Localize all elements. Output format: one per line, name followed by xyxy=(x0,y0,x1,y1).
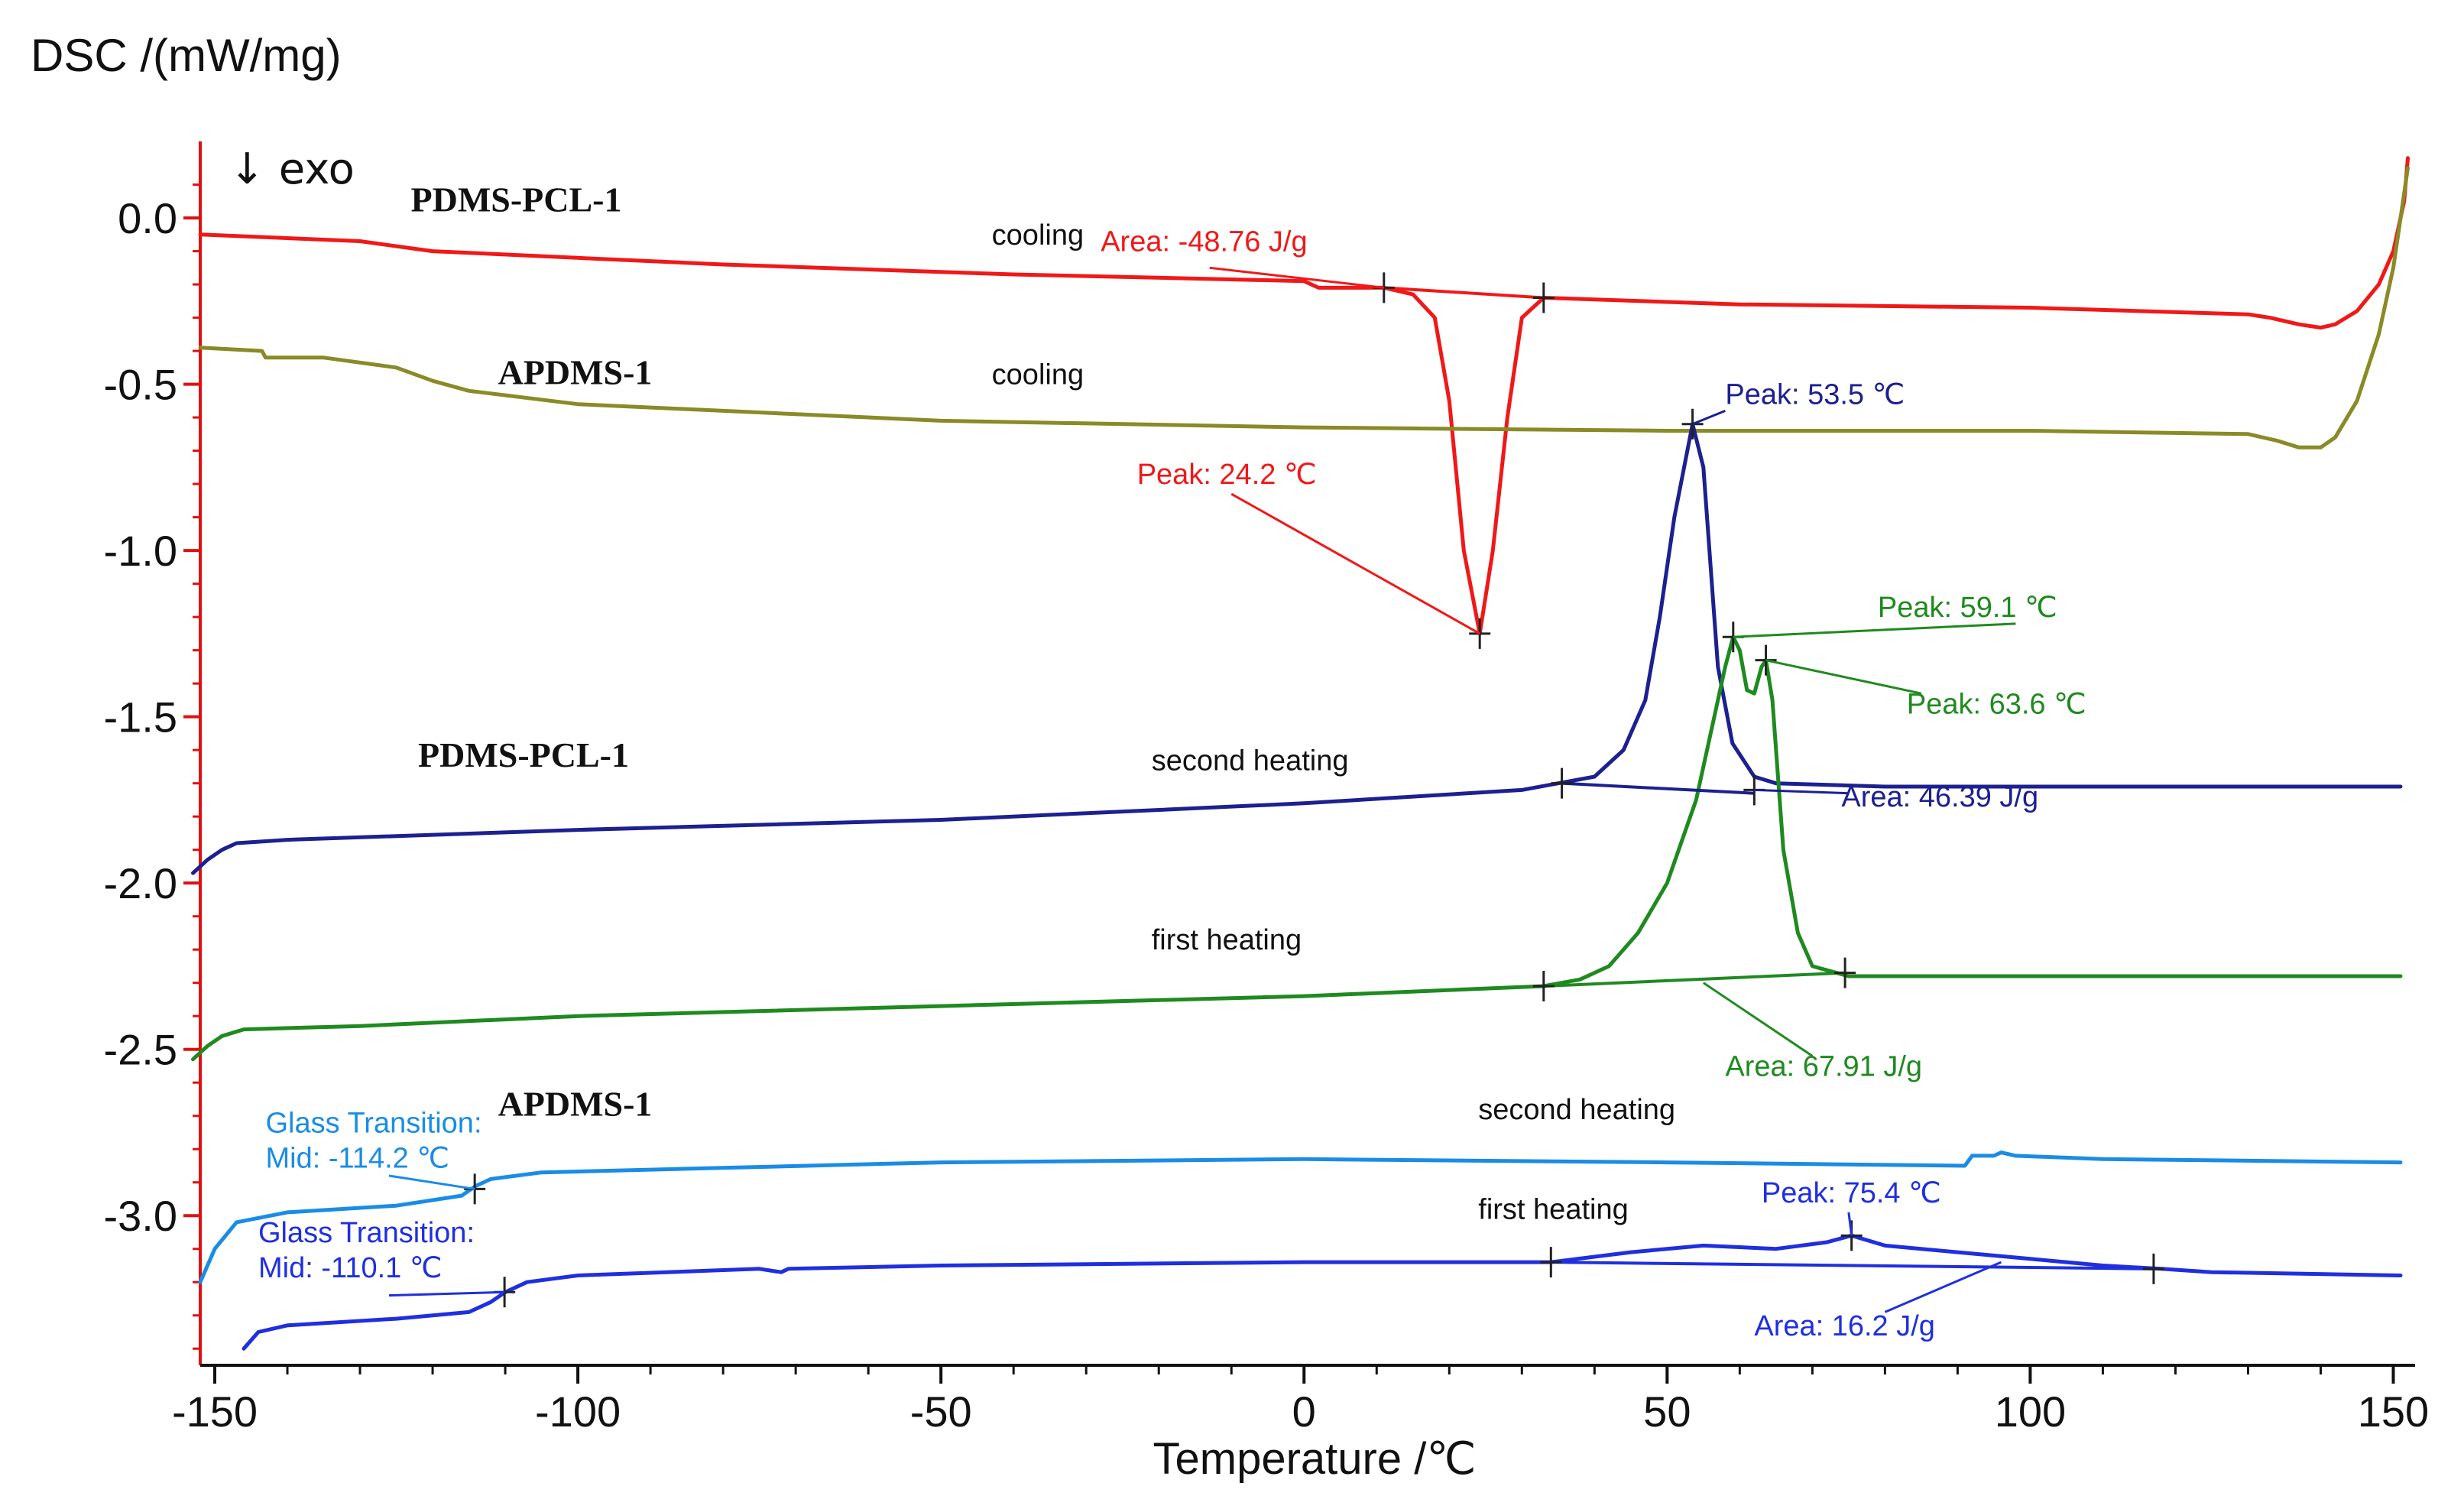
series-layer xyxy=(191,156,2410,1351)
annotation-text: Glass Transition: xyxy=(258,1217,475,1249)
annotation-text: Area: -48.76 J/g xyxy=(1101,226,1307,258)
annotation-text: Area: 67.91 J/g xyxy=(1725,1051,1922,1083)
series-line xyxy=(191,422,2403,875)
y-axis-title: DSC /(mW/mg) xyxy=(31,30,342,81)
cross-marker xyxy=(1834,957,1856,988)
sample-label: PDMS-PCL-1 xyxy=(411,180,622,219)
x-tick-label: 0 xyxy=(1292,1387,1316,1436)
y-tick-label: -1.5 xyxy=(104,693,178,742)
x-tick-label: -150 xyxy=(172,1387,258,1436)
annotation-text: Peak: 53.5 ℃ xyxy=(1725,379,1905,411)
annotation-text: Peak: 59.1 ℃ xyxy=(1878,592,2057,624)
annotation-leader xyxy=(1733,622,2016,638)
y-tick-label: -3.0 xyxy=(104,1192,178,1240)
curve-label-layer: PDMS-PCL-1 cooling APDMS-1 cooling PDMS-PCL-… xyxy=(411,180,1676,1225)
series-line xyxy=(198,1150,2403,1284)
annotation-text: Area: 46.39 J/g xyxy=(1841,781,2038,813)
exo-indicator: ↓ exo xyxy=(229,144,355,194)
sample-label: PDMS-PCL-1 xyxy=(418,735,629,774)
x-axis-title: Temperature /℃ xyxy=(1153,1434,1477,1484)
y-tick-label: -0.5 xyxy=(104,361,178,409)
annotation-text: Area: 16.2 J/g xyxy=(1754,1310,1935,1342)
segment-label: cooling xyxy=(992,219,1084,251)
marker-layer xyxy=(464,272,2164,1308)
annotation-leader xyxy=(1884,1261,2002,1313)
annotation-text: Glass Transition: xyxy=(266,1107,482,1139)
segment-label: first heating xyxy=(1478,1194,1628,1226)
segment-label: first heating xyxy=(1152,924,1302,956)
sample-label: APDMS-1 xyxy=(498,353,653,392)
integration-baseline xyxy=(1543,971,1846,988)
cross-marker xyxy=(1532,282,1555,313)
annotation-text: Mid: -110.1 ℃ xyxy=(258,1252,443,1284)
x-tick-label: -50 xyxy=(910,1387,972,1436)
annotation-leader xyxy=(1765,659,1922,695)
sample-label: APDMS-1 xyxy=(498,1085,653,1124)
y-tick-label: -2.5 xyxy=(104,1026,178,1074)
annotation-leader xyxy=(1754,788,1849,795)
y-tick-label: -2.0 xyxy=(104,859,178,907)
x-tick-label: 100 xyxy=(1995,1387,2066,1436)
cross-marker xyxy=(1469,618,1491,649)
cross-marker xyxy=(1540,1247,1562,1278)
annotation-layer: Area: -48.76 J/g Peak: 24.2 ℃ Peak: 53.5 ℃… xyxy=(258,226,2086,1342)
series-line xyxy=(191,634,2403,1062)
axes: 0.0 -0.5 -1.0 -1.5 -2.0 -2.5 -3.0 -150 -100 -50 0 5… xyxy=(104,141,2429,1436)
annotation-text: Peak: 63.6 ℃ xyxy=(1907,688,2086,720)
segment-label: second heating xyxy=(1478,1094,1675,1126)
segment-label: cooling xyxy=(992,359,1084,391)
integration-baseline xyxy=(1551,1261,2154,1270)
baseline-layer xyxy=(1383,286,2154,1270)
segment-label: second heating xyxy=(1152,745,1349,777)
cross-marker xyxy=(1551,767,1573,799)
series-line xyxy=(198,156,2410,636)
integration-baseline xyxy=(1383,286,1544,300)
annotation-leader xyxy=(1230,492,1480,635)
x-tick-label: 50 xyxy=(1643,1387,1691,1436)
y-tick-label: -1.0 xyxy=(104,527,178,575)
series-line xyxy=(198,166,2410,449)
x-tick-label: -100 xyxy=(535,1387,621,1436)
annotation-text: Peak: 24.2 ℃ xyxy=(1137,459,1317,491)
annotation-leader xyxy=(1847,1212,1853,1236)
y-tick-label: 0.0 xyxy=(118,194,177,242)
x-tick-label: 150 xyxy=(2358,1387,2429,1436)
cross-marker xyxy=(1755,644,1777,676)
series-line xyxy=(242,1233,2403,1351)
annotation-leader xyxy=(1703,982,1814,1057)
annotation-text: Peak: 75.4 ℃ xyxy=(1762,1177,1941,1209)
integration-baseline xyxy=(1561,781,1755,795)
cross-marker xyxy=(2142,1253,2164,1284)
annotation-text: Mid: -114.2 ℃ xyxy=(266,1142,450,1174)
cross-marker xyxy=(1532,971,1555,1002)
annotation-leader xyxy=(388,1174,475,1190)
cross-marker xyxy=(1840,1220,1863,1251)
annotation-leader xyxy=(1692,410,1726,426)
annotation-leader xyxy=(388,1290,505,1297)
annotation-leader xyxy=(1209,266,1384,289)
